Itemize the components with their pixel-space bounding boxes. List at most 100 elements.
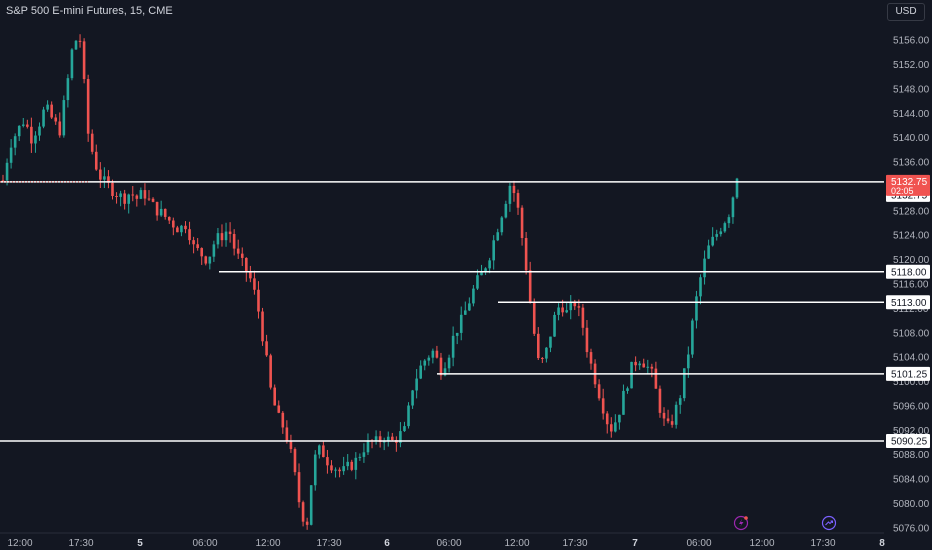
currency-button[interactable]: USD	[887, 3, 925, 21]
candle-body	[459, 314, 463, 333]
candle-body	[297, 472, 301, 503]
candle-body	[9, 147, 13, 163]
candle-body	[597, 384, 601, 399]
candle-body	[699, 277, 702, 297]
time-tick-label: 5	[137, 538, 143, 549]
candle-body	[678, 398, 682, 405]
candle-body	[504, 203, 508, 218]
candle-body	[662, 412, 666, 419]
candle-body	[703, 258, 706, 278]
level-label-text: 5101.25	[891, 369, 928, 380]
candle-body	[309, 485, 313, 525]
level-label-text: 5113.00	[891, 298, 927, 309]
candle-body	[257, 289, 260, 312]
candle-body	[318, 445, 321, 455]
candle-body	[654, 368, 658, 389]
price-tick-label: 5104.00	[893, 353, 930, 364]
candle-body	[293, 449, 297, 473]
price-axis[interactable]: 5156.00 5152.00 5148.00 5144.00 5140.00 5136.…	[884, 0, 932, 550]
candle-body	[224, 231, 228, 241]
candle-body	[338, 469, 341, 472]
candle-body	[386, 436, 390, 442]
candle-body	[38, 126, 41, 136]
time-axis[interactable]: 12:00 17:30 5 06:00 12:00 17:30 6 06:00 12:00 17:…	[0, 532, 885, 549]
candle-body	[695, 296, 698, 321]
time-tick-label: 12:00	[255, 538, 280, 549]
candle-body	[5, 162, 9, 181]
candle-body	[626, 388, 629, 391]
candle-body	[577, 306, 581, 308]
candle-body	[131, 194, 135, 196]
candle-body	[589, 352, 593, 364]
candle-body	[236, 248, 240, 254]
candle-body	[334, 469, 337, 471]
candle-body	[520, 207, 524, 238]
candle-body	[549, 336, 552, 348]
candle-body	[435, 350, 439, 358]
price-tick-label: 5076.00	[893, 523, 930, 534]
price-tick-label: 5136.00	[893, 158, 930, 169]
lightning-icon[interactable]	[733, 515, 749, 531]
candle-body	[480, 271, 483, 276]
candle-body	[21, 124, 25, 126]
candle-body	[715, 234, 719, 237]
candle-body	[451, 335, 455, 358]
candle-body	[245, 257, 248, 273]
candle-body	[62, 100, 66, 136]
candle-body	[253, 278, 256, 290]
candle-body	[723, 223, 727, 232]
candle-body	[180, 225, 183, 233]
candle-body	[541, 358, 544, 360]
candle-body	[127, 194, 131, 204]
candle-body	[399, 431, 402, 443]
candle-body	[42, 109, 45, 127]
level-label-bg	[886, 295, 930, 310]
candle-body	[727, 217, 731, 224]
level-label-bg	[886, 433, 930, 448]
candle-body	[573, 302, 577, 307]
time-tick-label: 17:30	[562, 538, 587, 549]
candle-body	[301, 502, 305, 522]
candle-body	[512, 185, 516, 194]
candle-body	[285, 427, 289, 441]
candle-body	[176, 227, 179, 233]
candle-body	[184, 225, 187, 230]
level-label-text: 5090.25	[891, 436, 928, 447]
candles-layer	[1, 34, 739, 530]
candle-body	[614, 422, 617, 432]
candle-body	[565, 310, 568, 313]
candle-body	[273, 387, 277, 406]
candle-body	[46, 104, 49, 110]
price-tick-label: 5148.00	[893, 84, 930, 95]
candle-body	[674, 404, 678, 425]
candle-body	[123, 193, 126, 204]
candle-body	[240, 253, 244, 258]
candle-body	[532, 302, 536, 334]
candle-body	[731, 197, 735, 218]
candle-body	[735, 178, 739, 198]
candle-body	[232, 234, 236, 249]
time-tick-label: 06:00	[436, 538, 461, 549]
level-label-bg	[886, 264, 930, 279]
candle-body	[691, 320, 694, 355]
level-label-bg	[886, 366, 930, 381]
candle-body	[366, 440, 370, 453]
candle-body	[463, 310, 467, 315]
forward-arrow-icon[interactable]	[821, 515, 837, 531]
time-tick-label: 12:00	[749, 538, 774, 549]
candle-body	[528, 270, 532, 303]
candle-body	[90, 133, 94, 152]
candle-body	[585, 327, 589, 353]
level-label-text: 5118.00	[891, 267, 927, 278]
price-tick-label: 5128.00	[893, 206, 930, 217]
candle-body	[216, 233, 220, 245]
time-tick-label: 17:30	[68, 538, 93, 549]
time-tick-label: 6	[384, 538, 390, 549]
time-tick-label: 7	[632, 538, 638, 549]
time-tick-label: 17:30	[316, 538, 341, 549]
price-tick-label: 5116.00	[893, 280, 929, 291]
candle-body	[427, 357, 431, 361]
candle-body	[163, 208, 167, 217]
